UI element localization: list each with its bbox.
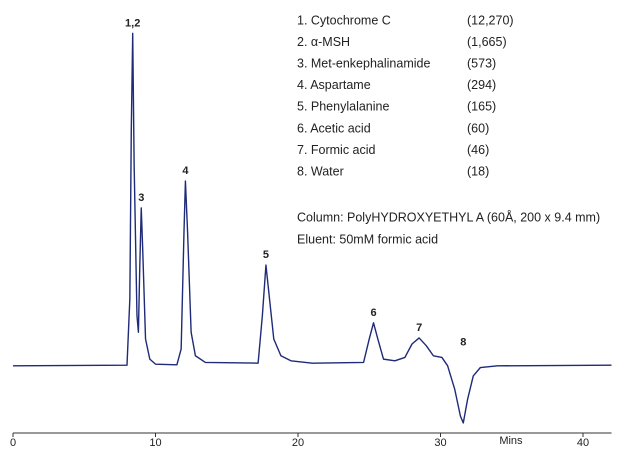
x-tick-label: 20 <box>292 437 304 449</box>
compound-name: 2. α-MSH <box>297 35 350 49</box>
compound-name: 6. Acetic acid <box>297 121 371 135</box>
x-tick-label: 0 <box>10 437 16 449</box>
compound-name: 3. Met-enkephalinamide <box>297 56 430 70</box>
compound-mw: (573) <box>467 56 496 70</box>
compound-name: 7. Formic acid <box>297 143 376 157</box>
peak-label: 3 <box>138 192 144 204</box>
compound-mw: (60) <box>467 121 489 135</box>
compound-name: 4. Aspartame <box>297 78 371 92</box>
compound-mw: (12,270) <box>467 13 514 27</box>
compound-name: 1. Cytochrome C <box>297 13 391 27</box>
peak-label: 6 <box>370 307 376 319</box>
x-axis-label: Mins <box>499 435 523 447</box>
peak-label: 8 <box>460 336 466 348</box>
trace <box>12 32 612 424</box>
x-tick-label: 40 <box>577 437 589 449</box>
x-tick-label: 30 <box>434 437 446 449</box>
x-tick-label: 10 <box>149 437 161 449</box>
compound-mw: (18) <box>467 164 489 178</box>
note: Eluent: 50mM formic acid <box>297 232 438 246</box>
compound-mw: (165) <box>467 100 496 114</box>
compound-name: 8. Water <box>297 164 344 178</box>
peak-label: 4 <box>182 165 189 177</box>
compound-mw: (1,665) <box>467 35 507 49</box>
peak-label: 7 <box>416 322 422 334</box>
compound-mw: (294) <box>467 78 496 92</box>
compound-mw: (46) <box>467 143 489 157</box>
peak-label: 1,2 <box>125 17 140 29</box>
compound-name: 5. Phenylalanine <box>297 100 389 114</box>
peak-label: 5 <box>263 249 269 261</box>
note: Column: PolyHYDROXYETHYL A (60Å, 200 x 9… <box>297 209 600 224</box>
